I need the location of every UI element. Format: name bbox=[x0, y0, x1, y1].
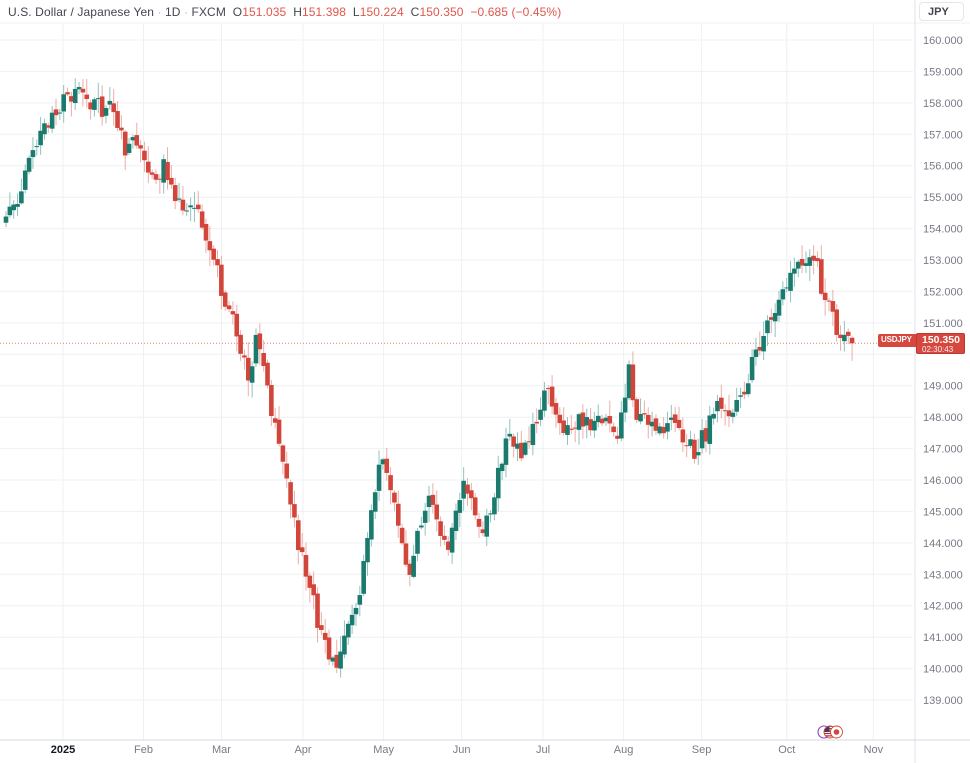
svg-text:140.000: 140.000 bbox=[923, 664, 963, 676]
svg-text:159.000: 159.000 bbox=[923, 66, 963, 78]
svg-text:160.000: 160.000 bbox=[923, 35, 963, 47]
svg-text:Oct: Oct bbox=[778, 744, 795, 756]
svg-text:May: May bbox=[373, 744, 394, 756]
svg-text:Jun: Jun bbox=[453, 744, 471, 756]
svg-text:156.000: 156.000 bbox=[923, 161, 963, 173]
svg-text:Aug: Aug bbox=[614, 744, 634, 756]
svg-text:141.000: 141.000 bbox=[923, 632, 963, 644]
svg-text:145.000: 145.000 bbox=[923, 507, 963, 519]
svg-text:2025: 2025 bbox=[51, 744, 75, 756]
svg-text:139.000: 139.000 bbox=[923, 695, 963, 707]
svg-text:157.000: 157.000 bbox=[923, 129, 963, 141]
svg-text:144.000: 144.000 bbox=[923, 538, 963, 550]
svg-text:151.000: 151.000 bbox=[923, 318, 963, 330]
svg-text:155.000: 155.000 bbox=[923, 192, 963, 204]
svg-text:Nov: Nov bbox=[864, 744, 884, 756]
svg-text:146.000: 146.000 bbox=[923, 475, 963, 487]
svg-text:Sep: Sep bbox=[692, 744, 712, 756]
svg-text:142.000: 142.000 bbox=[923, 601, 963, 613]
svg-text:147.000: 147.000 bbox=[923, 444, 963, 456]
svg-text:158.000: 158.000 bbox=[923, 98, 963, 110]
svg-text:148.000: 148.000 bbox=[923, 412, 963, 424]
svg-text:Apr: Apr bbox=[294, 744, 311, 756]
svg-text:149.000: 149.000 bbox=[923, 381, 963, 393]
svg-text:Jul: Jul bbox=[536, 744, 550, 756]
svg-text:Feb: Feb bbox=[134, 744, 153, 756]
svg-text:153.000: 153.000 bbox=[923, 255, 963, 267]
svg-text:152.000: 152.000 bbox=[923, 286, 963, 298]
svg-text:Mar: Mar bbox=[212, 744, 231, 756]
svg-text:143.000: 143.000 bbox=[923, 569, 963, 581]
svg-text:154.000: 154.000 bbox=[923, 224, 963, 236]
